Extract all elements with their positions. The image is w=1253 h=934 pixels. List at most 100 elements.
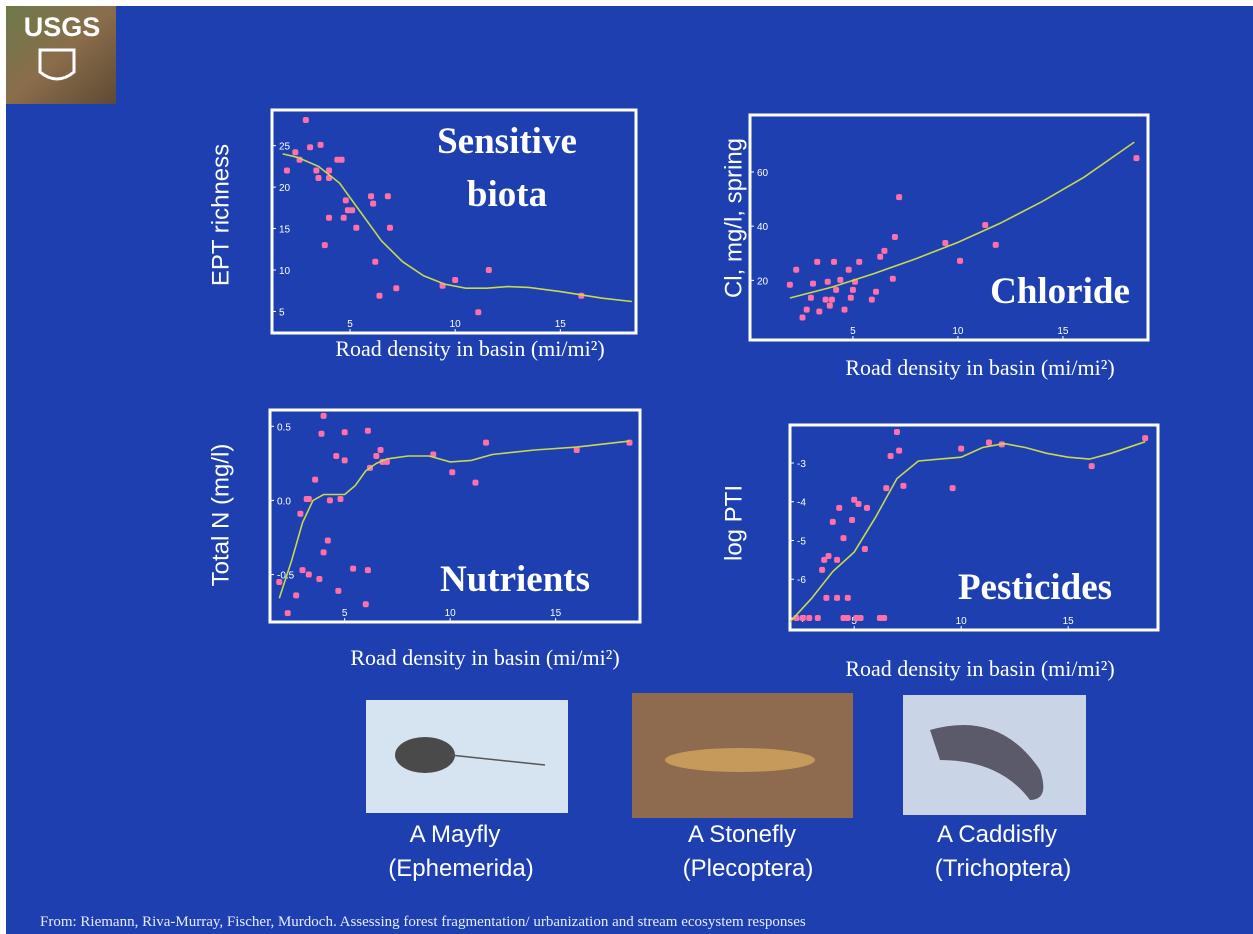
logo-image xyxy=(6,6,116,104)
data-point xyxy=(324,537,331,544)
data-point xyxy=(824,278,831,285)
data-point xyxy=(485,266,492,273)
data-point xyxy=(315,174,322,181)
data-point xyxy=(834,594,841,601)
data-point xyxy=(799,614,806,621)
y-tick-label: 15 xyxy=(279,225,291,236)
data-point xyxy=(384,193,391,200)
data-point xyxy=(302,116,309,123)
y-tick-label: -4 xyxy=(797,498,806,509)
data-point xyxy=(370,200,377,207)
data-point xyxy=(1133,155,1140,162)
photo-mayfly-body xyxy=(395,737,455,773)
x-tick-label: 15 xyxy=(550,608,562,619)
data-point xyxy=(823,594,830,601)
x-axis-label: Road density in basin (mi/mi²) xyxy=(335,336,604,361)
data-point xyxy=(896,447,903,454)
data-point xyxy=(814,258,821,265)
data-point xyxy=(349,207,356,214)
photo-caddisfly-body xyxy=(930,725,1044,800)
data-point xyxy=(353,224,360,231)
data-point xyxy=(377,447,384,454)
data-point xyxy=(793,266,800,273)
data-point xyxy=(985,439,992,446)
data-point xyxy=(819,566,826,573)
data-point xyxy=(864,504,871,511)
y-tick-label: 20 xyxy=(279,183,291,194)
x-axis-label: Road density in basin (mi/mi²) xyxy=(845,656,1114,681)
data-point xyxy=(821,556,828,563)
data-point xyxy=(881,247,888,254)
data-point xyxy=(321,242,328,249)
logo-shield xyxy=(38,48,76,81)
data-point xyxy=(350,565,357,572)
data-point xyxy=(297,510,304,517)
x-tick-label: 5 xyxy=(347,319,353,330)
data-point xyxy=(283,167,290,174)
data-point xyxy=(376,292,383,299)
data-point xyxy=(841,306,848,313)
data-point xyxy=(386,224,393,231)
insect-order: (Plecoptera) xyxy=(683,855,814,882)
data-point xyxy=(982,222,989,229)
fit-line xyxy=(278,440,630,599)
data-point xyxy=(325,214,332,221)
data-point xyxy=(342,197,349,204)
y-tick-label: 0.5 xyxy=(277,422,291,433)
plot-frame xyxy=(268,408,642,624)
data-point xyxy=(845,266,852,273)
data-point xyxy=(338,156,345,163)
data-point xyxy=(816,308,823,315)
x-tick-label: 15 xyxy=(1063,616,1075,627)
insect-order: (Trichoptera) xyxy=(935,855,1071,882)
x-axis-label: Road density in basin (mi/mi²) xyxy=(845,355,1114,380)
y-axis-label: Cl, mg/l, spring xyxy=(720,138,747,298)
data-point xyxy=(305,571,312,578)
footer-citation: From: Riemann, Riva-Murray, Fischer, Mur… xyxy=(40,914,806,930)
logo-text: USGS xyxy=(24,12,101,42)
data-point xyxy=(449,469,456,476)
y-tick-label: 10 xyxy=(279,266,291,277)
data-point xyxy=(847,294,854,301)
y-axis-label: Total N (mg/l) xyxy=(207,444,234,587)
fit-line xyxy=(789,440,1146,623)
x-tick-label: 5 xyxy=(851,616,857,627)
data-point xyxy=(573,447,580,454)
data-point xyxy=(317,141,324,148)
data-point xyxy=(1142,435,1149,442)
data-point xyxy=(877,253,884,260)
data-point xyxy=(626,439,633,446)
data-point xyxy=(337,495,344,502)
insect-order: (Ephemerida) xyxy=(388,855,533,882)
data-point xyxy=(1088,463,1095,470)
x-tick-label: 10 xyxy=(445,608,457,619)
data-point xyxy=(873,288,880,295)
data-point xyxy=(341,429,348,436)
data-point xyxy=(857,614,864,621)
data-point xyxy=(828,296,835,303)
data-point xyxy=(825,552,832,559)
data-point xyxy=(483,439,490,446)
data-point xyxy=(836,504,843,511)
data-point xyxy=(312,476,319,483)
insect-name: A Stonefly xyxy=(688,821,796,848)
data-point xyxy=(851,496,858,503)
data-point xyxy=(868,296,875,303)
data-point xyxy=(318,430,325,437)
data-point xyxy=(393,285,400,292)
y-tick-label: 60 xyxy=(757,168,769,179)
data-point xyxy=(887,453,894,460)
data-point xyxy=(810,280,817,287)
data-point xyxy=(844,614,851,621)
data-point xyxy=(368,193,375,200)
data-point xyxy=(340,214,347,221)
insect-name: A Mayfly xyxy=(410,821,501,848)
data-point xyxy=(861,546,868,553)
data-point xyxy=(900,482,907,489)
data-point xyxy=(305,495,312,502)
data-point xyxy=(849,516,856,523)
fit-line xyxy=(282,153,632,303)
photo-mayfly-tail xyxy=(449,754,546,766)
data-point xyxy=(837,276,844,283)
